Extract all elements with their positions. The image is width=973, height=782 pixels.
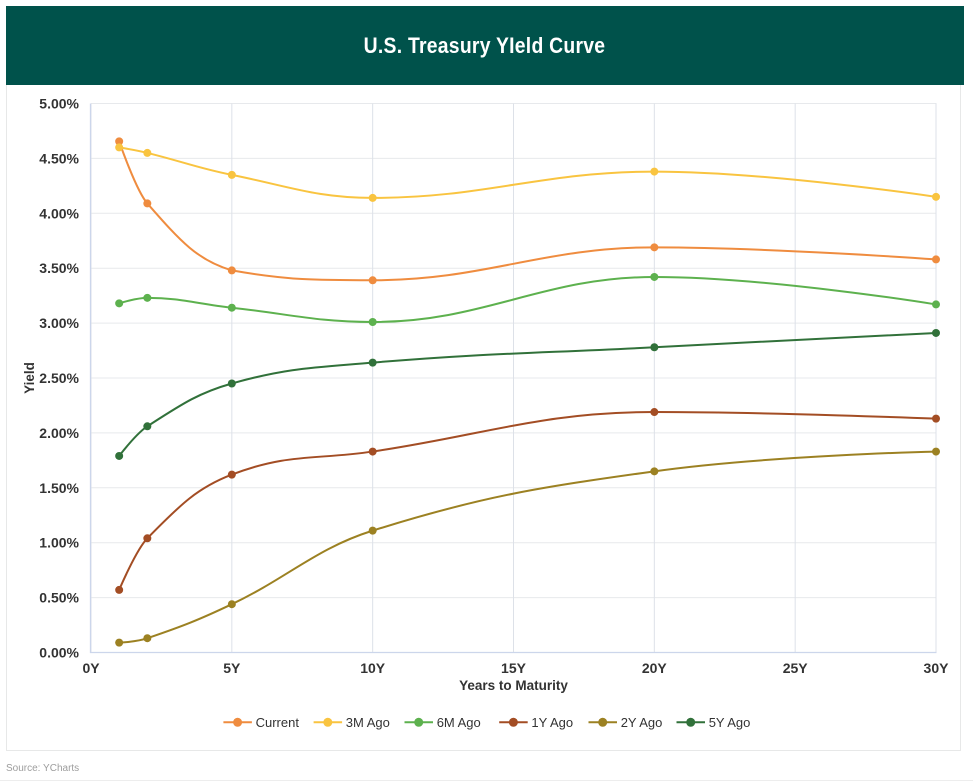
- svg-text:20Y: 20Y: [642, 660, 668, 676]
- svg-text:0Y: 0Y: [82, 660, 100, 676]
- svg-text:Current: Current: [256, 715, 300, 730]
- svg-text:0.00%: 0.00%: [39, 645, 79, 661]
- svg-text:2.50%: 2.50%: [39, 370, 79, 386]
- svg-text:3M Ago: 3M Ago: [346, 715, 390, 730]
- svg-text:Yield: Yield: [22, 362, 37, 394]
- svg-text:1Y Ago: 1Y Ago: [531, 715, 573, 730]
- svg-text:3.00%: 3.00%: [39, 315, 79, 331]
- svg-text:10Y: 10Y: [360, 660, 386, 676]
- svg-text:25Y: 25Y: [783, 660, 809, 676]
- svg-text:5.00%: 5.00%: [39, 96, 79, 112]
- svg-text:1.50%: 1.50%: [39, 480, 79, 496]
- svg-text:4.00%: 4.00%: [39, 205, 79, 221]
- svg-text:1.00%: 1.00%: [39, 535, 79, 551]
- svg-text:5Y Ago: 5Y Ago: [709, 715, 751, 730]
- svg-text:3.50%: 3.50%: [39, 260, 79, 276]
- svg-text:2.00%: 2.00%: [39, 425, 79, 441]
- svg-text:Years to Maturity: Years to Maturity: [459, 678, 568, 693]
- svg-text:4.50%: 4.50%: [39, 150, 79, 166]
- svg-text:15Y: 15Y: [501, 660, 527, 676]
- svg-text:5Y: 5Y: [223, 660, 241, 676]
- svg-text:30Y: 30Y: [924, 660, 950, 676]
- svg-text:6M Ago: 6M Ago: [437, 715, 481, 730]
- svg-text:2Y Ago: 2Y Ago: [621, 715, 663, 730]
- svg-text:0.50%: 0.50%: [39, 590, 79, 606]
